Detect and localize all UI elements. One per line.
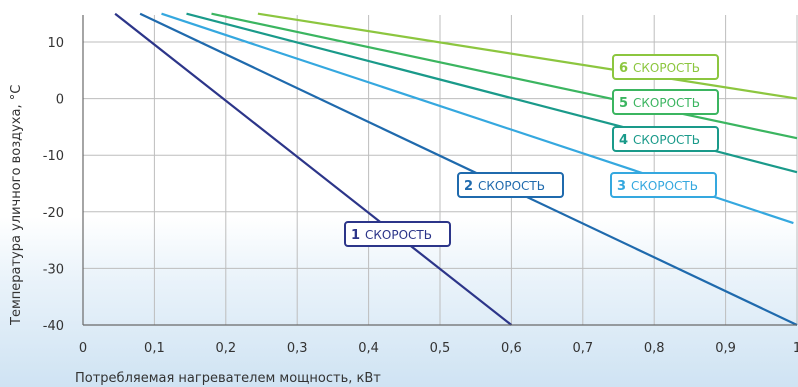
x-tick-label: 0,1 <box>144 341 165 356</box>
x-tick-label: 0,8 <box>644 341 665 356</box>
y-axis-title: Температура уличного воздуха, °С <box>9 85 24 326</box>
series-label-text: СКОРОСТЬ <box>633 133 700 147</box>
x-tick-label: 0 <box>79 341 87 356</box>
axes: 0 0,1 0,2 0,3 0,4 0,5 0,6 0,7 0,8 0,9 1 10 0 -10 -20 -3… <box>43 15 798 356</box>
series-label-1: 1 СКОРОСТЬ <box>344 221 451 247</box>
x-tick-label: 0,4 <box>358 341 379 356</box>
series-label-box <box>612 126 719 152</box>
y-tick-label: -40 <box>43 319 64 334</box>
x-tick-label: 0,5 <box>430 341 451 356</box>
series-label-text: СКОРОСТЬ <box>478 179 545 193</box>
series-label-number: 5 <box>619 96 628 111</box>
series-label-6: 6 СКОРОСТЬ <box>612 54 719 80</box>
series-label-text: СКОРОСТЬ <box>633 96 700 110</box>
series-label-box <box>457 172 564 198</box>
x-tick-label: 0,2 <box>215 341 236 356</box>
y-tick-label: -30 <box>43 262 64 277</box>
y-tick-label: -10 <box>43 149 64 164</box>
series-labels: 1 СКОРОСТЬ 2 СКОРОСТЬ 3 СКОРОСТЬ 4 СКОРОСТЬ 5 СКО… <box>344 54 719 247</box>
series-label-number: 1 <box>351 228 360 243</box>
series-label-box <box>612 54 719 80</box>
x-tick-label: 0,7 <box>572 341 593 356</box>
x-axis-title: Потребляемая нагревателем мощность, кВт <box>75 371 381 386</box>
series-label-box <box>612 89 719 115</box>
series-line-1 <box>114 12 513 326</box>
series-label-number: 2 <box>464 179 473 194</box>
series-label-4: 4 СКОРОСТЬ <box>612 126 719 152</box>
series-label-number: 4 <box>619 133 628 148</box>
x-tick-label: 0,6 <box>501 341 522 356</box>
series-label-number: 3 <box>617 179 626 194</box>
x-tick-label: 0,9 <box>715 341 736 356</box>
series-label-2: 2 СКОРОСТЬ <box>457 172 564 198</box>
series-label-3: 3 СКОРОСТЬ <box>610 172 717 198</box>
y-tick-label: -20 <box>43 206 64 221</box>
series-label-number: 6 <box>619 61 628 76</box>
series-label-box <box>610 172 717 198</box>
series-label-box <box>344 221 451 247</box>
series-line-5 <box>211 12 798 140</box>
series-line-6 <box>257 12 798 100</box>
series-line-2 <box>139 12 798 326</box>
x-tick-label: 1 <box>793 341 798 356</box>
series-label-text: СКОРОСТЬ <box>631 179 698 193</box>
y-tick-label: 0 <box>56 93 64 108</box>
x-tick-label: 0,3 <box>287 341 308 356</box>
y-tick-label: 10 <box>47 36 64 51</box>
series-label-text: СКОРОСТЬ <box>365 228 432 242</box>
series-label-text: СКОРОСТЬ <box>633 61 700 75</box>
series-label-5: 5 СКОРОСТЬ <box>612 89 719 115</box>
